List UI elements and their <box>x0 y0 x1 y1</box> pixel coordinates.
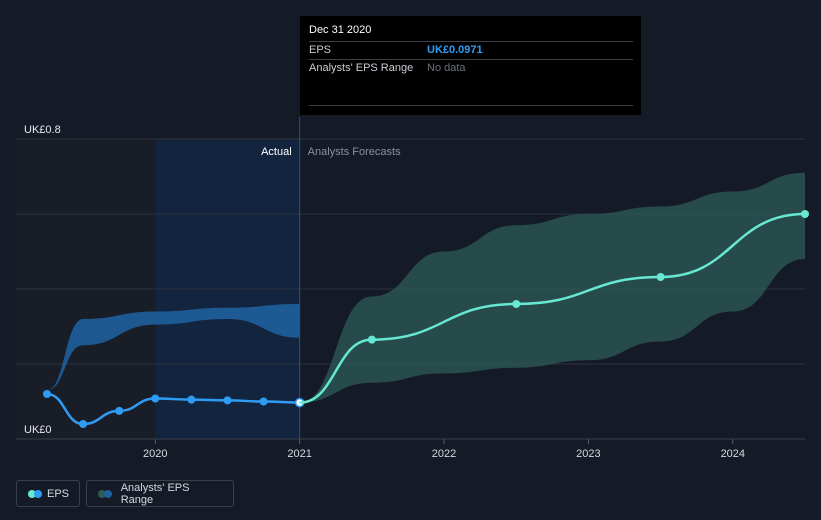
legend-eps-label: EPS <box>46 487 69 500</box>
actual-eps-point-4 <box>187 395 196 404</box>
actual-section-label: Actual <box>261 146 292 158</box>
x-tick-label-1: 2021 <box>287 448 311 460</box>
forecast-eps-line <box>299 212 806 404</box>
actual-eps-point-5 <box>223 396 232 405</box>
legend-range-label: Analysts' EPS Range <box>120 481 190 506</box>
x-tick-label-4: 2024 <box>721 448 745 460</box>
x-tick-label-3: 2023 <box>576 448 600 460</box>
forecast-eps-point-2 <box>512 300 521 308</box>
legend-range-button[interactable]: Analysts' EPS Range <box>86 480 234 507</box>
forecast-eps-point-3 <box>656 273 665 281</box>
tooltip-eps-value: UK£0.0971 <box>427 44 483 56</box>
actual-eps-point-1 <box>79 420 88 428</box>
tooltip-range-label: Analysts' EPS Range <box>309 62 414 74</box>
tooltip-eps-label: EPS <box>309 44 332 56</box>
forecast-eps-point-1 <box>367 335 376 344</box>
actual-eps-point-3 <box>151 394 160 403</box>
eps-legend-icon <box>28 489 42 498</box>
tooltip-range-value: No data <box>427 62 466 74</box>
actual-range-band <box>47 304 300 391</box>
tooltip: Dec 31 2020 EPS UK£0.0971 Analysts' EPS … <box>300 16 641 115</box>
forecast-range-band <box>299 172 805 403</box>
tooltip-divider <box>309 105 633 106</box>
tooltip-row-range: Analysts' EPS Range No data <box>309 59 633 77</box>
tooltip-row-eps: EPS UK£0.0971 <box>309 41 633 59</box>
range-legend-icon <box>98 489 113 498</box>
y-tick-label-1: UK£0.8 <box>24 124 61 136</box>
actual-eps-point-6 <box>259 397 268 406</box>
forecast-section-label: Analysts Forecasts <box>308 146 401 158</box>
tooltip-date: Dec 31 2020 <box>309 24 372 36</box>
legend-eps-button[interactable]: EPS <box>16 480 80 507</box>
x-tick-label-0: 2020 <box>143 448 167 460</box>
y-tick-label-0: UK£0 <box>24 424 52 436</box>
actual-eps-point-0 <box>43 390 51 398</box>
actual-eps-point-2 <box>115 406 124 415</box>
x-tick-label-2: 2022 <box>432 448 456 460</box>
forecast-eps-point-4 <box>801 210 809 218</box>
